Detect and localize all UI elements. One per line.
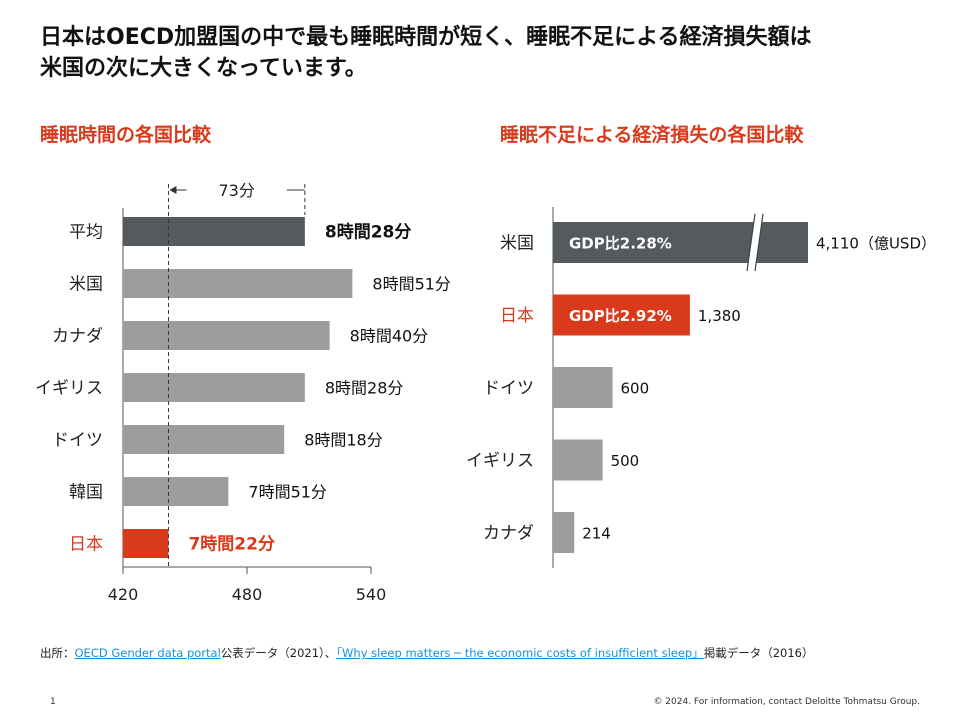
data-label: 4,110（億USD） [816,235,936,253]
category-label: 日本 [69,535,103,555]
source-suffix: 掲載データ（2016） [703,646,814,660]
sleep-time-chart-title: 睡眠時間の各国比較 [40,124,212,146]
page-title-line-1: 日本はOECD加盟国の中で最も睡眠時間が短く、睡眠不足による経済損失額は [40,25,812,50]
data-label: 7時間51分 [248,483,327,502]
bar [553,222,808,263]
source-prefix: 出所： [40,646,75,660]
data-label: 600 [621,380,650,398]
bar [553,439,603,481]
difference-annotation: 73分 [218,181,254,200]
category-label: 米国 [500,234,534,254]
data-label: 8時間40分 [350,327,429,346]
axis-break-line [754,213,764,272]
category-label: ドイツ [52,431,103,451]
category-label: カナダ [52,327,103,347]
x-tick-label: 540 [356,585,387,604]
source-mid: 公表データ（2021）、 [220,646,337,660]
x-tick-label: 420 [108,585,139,604]
page-number: 1 [50,697,56,707]
bar [123,477,229,506]
bar [123,529,169,558]
copyright-note: © 2024. For information, contact Deloitt… [653,697,920,707]
axis-break-line [746,213,756,272]
bar [123,217,305,246]
bar [123,269,353,298]
category-label: 平均 [69,223,103,243]
category-label: 日本 [500,306,534,326]
source-note: 出所：OECD Gender data portal公表データ（2021）、「W… [40,645,814,661]
difference-arrowhead [169,186,177,194]
economic-loss-chart-title: 睡眠不足による経済損失の各国比較 [500,124,804,146]
bar [123,425,285,454]
bar [553,294,690,336]
category-label: カナダ [483,524,534,544]
axis-break-gap [747,214,763,271]
page-title: 日本はOECD加盟国の中で最も睡眠時間が短く、睡眠不足による経済損失額は 米国の… [40,22,920,84]
category-label: ドイツ [483,379,534,399]
category-label: 韓国 [69,483,103,503]
bar [123,373,305,402]
data-label: 8時間18分 [304,431,383,450]
data-label: 8時間28分 [325,379,404,398]
page-title-line-2: 米国の次に大きくなっています。 [40,56,367,81]
bar [553,367,613,408]
why-sleep-matters-link[interactable]: 「Why sleep matters ─ the economic costs … [336,646,704,660]
data-label: 7時間22分 [188,534,275,555]
category-label: イギリス [35,379,103,399]
data-label: 8時間28分 [325,222,412,243]
data-label: 500 [611,452,640,470]
oecd-gender-data-portal-link[interactable]: OECD Gender data portal [74,646,221,660]
bar-inner-label: GDP比2.28% [569,235,672,253]
bar-inner-label: GDP比2.92% [569,307,672,325]
category-label: 米国 [69,275,103,295]
bar [123,321,330,350]
x-tick-label: 480 [232,585,263,604]
bar [553,512,575,553]
data-label: 8時間51分 [372,275,451,294]
data-label: 1,380 [698,307,741,325]
data-label: 214 [582,525,611,543]
